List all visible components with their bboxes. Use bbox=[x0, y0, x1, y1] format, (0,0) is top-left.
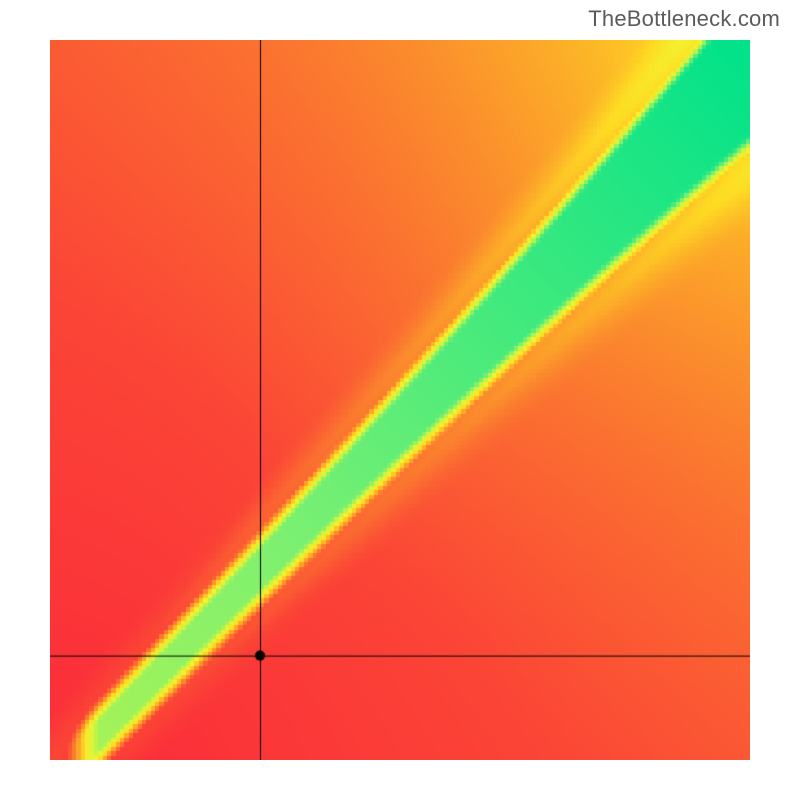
watermark-text: TheBottleneck.com bbox=[588, 6, 780, 32]
bottleneck-heatmap-container bbox=[50, 40, 750, 760]
bottleneck-heatmap-canvas bbox=[50, 40, 750, 760]
